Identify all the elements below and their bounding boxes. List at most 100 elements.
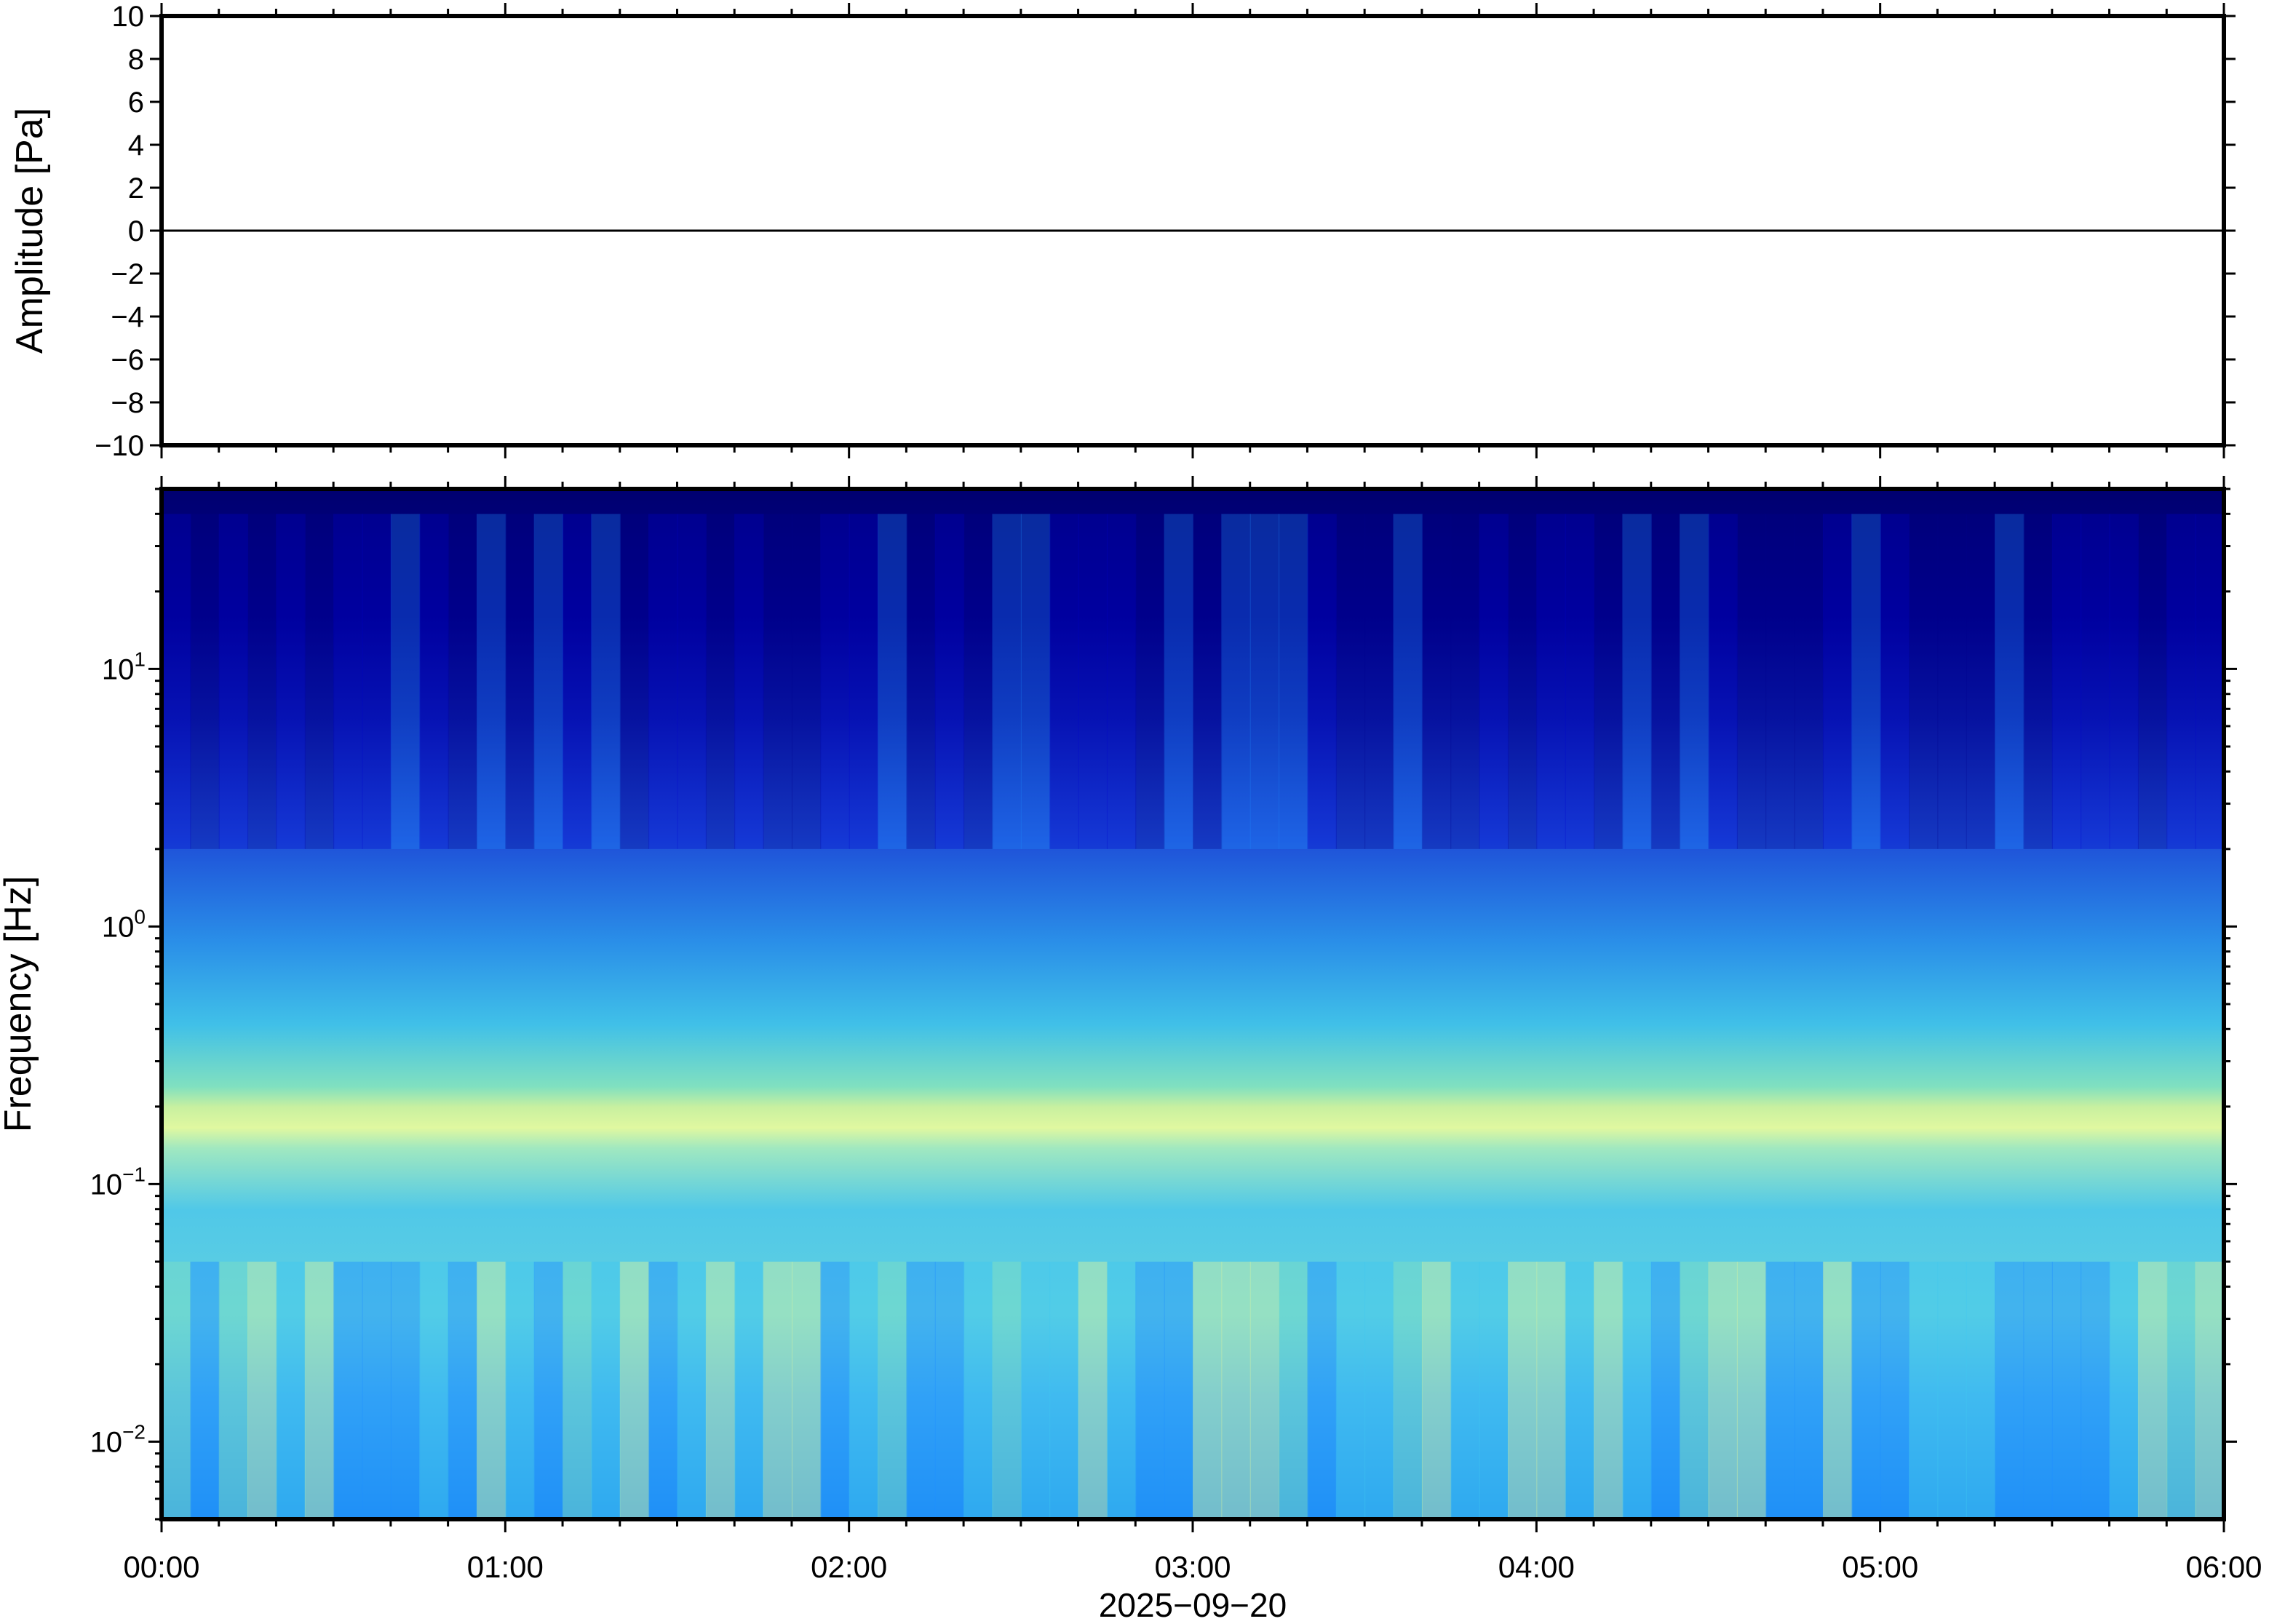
spectrogram-cell xyxy=(934,1262,965,1519)
spectrogram-cell xyxy=(1708,514,1738,849)
spectrogram-columns xyxy=(162,514,2225,1519)
waveform-frame xyxy=(159,14,2226,447)
y-tick-exponent: 0 xyxy=(134,905,146,928)
y-tick-label: 10 xyxy=(112,1,145,33)
spectrogram-cell xyxy=(1479,514,1509,849)
spectrogram-cell xyxy=(247,514,277,849)
spectrogram-cell xyxy=(1851,514,1881,849)
spectrogram-cell xyxy=(1822,514,1853,849)
spectrogram-cell xyxy=(563,1262,592,1519)
spectrogram-cell xyxy=(1020,1262,1051,1519)
y-tick-label: 101 xyxy=(102,648,146,685)
spectrogram-cell xyxy=(1279,514,1308,849)
y-tick-label: 4 xyxy=(128,130,144,162)
spectrogram-cell xyxy=(533,1262,564,1519)
spectrogram-cell xyxy=(1507,514,1538,849)
x-tick-label: 06:00 xyxy=(2185,1550,2262,1584)
spectrogram-cell xyxy=(1966,514,1996,849)
spectrogram-cell xyxy=(1249,514,1280,849)
spectrogram-cell xyxy=(849,1262,879,1519)
spectrogram-cell xyxy=(1049,514,1079,849)
spectrogram-cell xyxy=(791,514,822,849)
spectrogram-cell xyxy=(1736,1262,1767,1519)
spectrogram-cell xyxy=(1221,514,1251,849)
spectrogram-cell xyxy=(505,1262,535,1519)
spectrogram-cell xyxy=(1822,1262,1853,1519)
spectrogram-cell xyxy=(677,1262,707,1519)
spectrogram-cell xyxy=(1565,514,1595,849)
y-tick-label: 6 xyxy=(128,87,144,119)
spectrogram-cell xyxy=(992,514,1022,849)
spectrogram-cell xyxy=(419,514,449,849)
spectrogram-cell xyxy=(276,1262,306,1519)
spectrogram-cell xyxy=(162,1262,191,1519)
spectrogram-cell xyxy=(2137,514,2168,849)
spectrogram-cell xyxy=(1909,1262,1939,1519)
spectrogram-cell xyxy=(2195,1262,2225,1519)
spectrogram-cell xyxy=(304,514,335,849)
x-tick-label: 05:00 xyxy=(1842,1550,1918,1584)
spectrogram-cell xyxy=(1307,514,1337,849)
spectrogram-cell xyxy=(505,514,535,849)
spectrogram-cell xyxy=(1765,514,1795,849)
y-tick-label: 10−2 xyxy=(90,1420,146,1458)
spectrogram-cell xyxy=(1794,1262,1824,1519)
spectrogram-cell xyxy=(390,1262,421,1519)
y-tick-label: −8 xyxy=(111,387,144,419)
spectrogram-cell xyxy=(648,1262,678,1519)
y-tick-exponent: −2 xyxy=(122,1420,146,1443)
spectrogram-cell xyxy=(1479,1262,1509,1519)
y-tick-label: 10−1 xyxy=(90,1163,146,1201)
spectrogram-cell xyxy=(1708,1262,1738,1519)
spectrogram-cell xyxy=(878,514,907,849)
spectrogram-cell xyxy=(763,1262,792,1519)
spectrogram-cell xyxy=(1995,1262,2024,1519)
spectrogram-cell xyxy=(1106,1262,1137,1519)
spectrogram-cell xyxy=(1335,514,1366,849)
x-tick-label: 01:00 xyxy=(467,1550,544,1584)
spectrogram-cell xyxy=(1106,514,1137,849)
spectrogram-cell xyxy=(1020,514,1051,849)
y-tick-label: 100 xyxy=(102,905,146,943)
spectrogram-cell xyxy=(763,514,792,849)
spectrogram-cell xyxy=(1279,1262,1308,1519)
spectrogram-cell xyxy=(276,514,306,849)
spectrogram-cell xyxy=(218,1262,249,1519)
spectrogram-cell xyxy=(1594,514,1624,849)
spectrogram-cell xyxy=(1650,514,1681,849)
spectrogram-cell xyxy=(448,1262,477,1519)
spectrogram-cell xyxy=(2081,514,2110,849)
spectrogram-cell xyxy=(218,514,249,849)
spectrogram-cell xyxy=(2137,1262,2168,1519)
spectrogram-cell xyxy=(2023,1262,2053,1519)
spectrogram-cell xyxy=(304,1262,335,1519)
spectrogram-cell xyxy=(1364,1262,1394,1519)
x-tick-label: 00:00 xyxy=(123,1550,199,1584)
spectrogram-cell xyxy=(1622,1262,1652,1519)
spectrogram-cell xyxy=(849,514,879,849)
y-tick-label: −4 xyxy=(111,301,144,333)
spectrogram-cell xyxy=(563,514,592,849)
spectrogram-cell xyxy=(1421,1262,1452,1519)
spectrogram-cell xyxy=(878,1262,907,1519)
spectrogram-cell xyxy=(2051,1262,2082,1519)
spectrogram-cell xyxy=(591,1262,621,1519)
spectrogram-cell xyxy=(1335,1262,1366,1519)
spectrogram-cell xyxy=(1135,1262,1165,1519)
spectrogram-cell xyxy=(992,1262,1022,1519)
y-tick-label: −6 xyxy=(111,344,144,376)
spectrogram-cell xyxy=(1680,1262,1709,1519)
spectrogram-cell xyxy=(2166,1262,2196,1519)
spectrogram-cell xyxy=(1049,1262,1079,1519)
waveform-y-ticks: 10 8 6 4 2 0 −2 −4 −6 −8 −10 xyxy=(95,1,2236,462)
spectrogram-cell xyxy=(1450,514,1480,849)
spectrogram-cell xyxy=(648,514,678,849)
spectrogram-cell xyxy=(476,514,506,849)
spectrogram-cell xyxy=(1680,514,1709,849)
spectrogram-cell xyxy=(1164,514,1193,849)
spectrogram-cell xyxy=(1193,514,1223,849)
spectrogram-cell xyxy=(1937,1262,1967,1519)
y-tick-label: −2 xyxy=(111,258,144,290)
spectrogram-cell xyxy=(2195,514,2225,849)
